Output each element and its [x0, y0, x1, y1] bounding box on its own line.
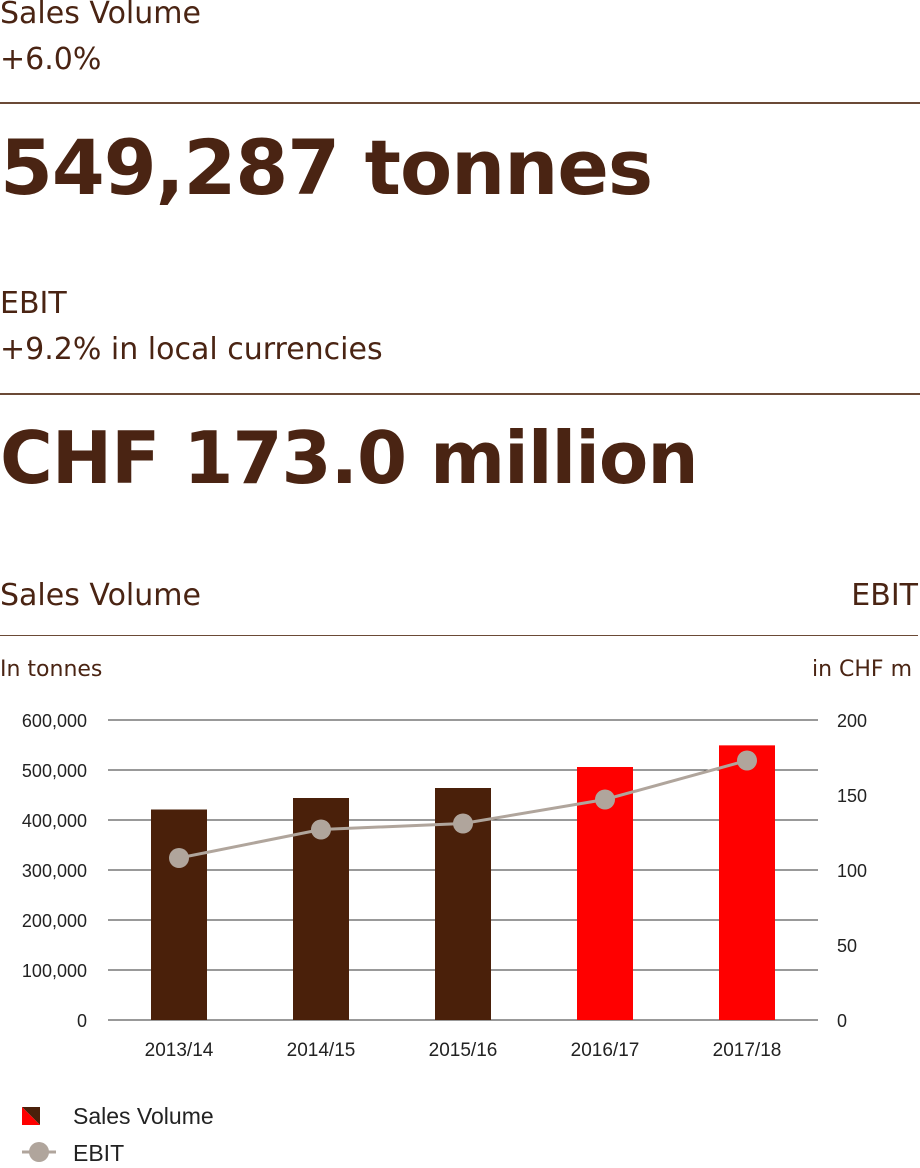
ebit-label: EBIT: [0, 286, 67, 321]
left-tick-label: 100,000: [22, 961, 87, 981]
chart-right-title: EBIT: [851, 578, 918, 613]
right-tick-label: 200: [837, 711, 867, 731]
left-tick-label: 200,000: [22, 911, 87, 931]
legend: Sales Volume EBIT: [22, 1103, 214, 1166]
sales-volume-label: Sales Volume: [0, 0, 201, 31]
legend-label: Sales Volume: [73, 1103, 214, 1129]
sales-volume-bar: [151, 809, 207, 1020]
ebit-change: +9.2% in local currencies: [0, 332, 383, 367]
combo-chart: 600,000 500,000 400,000 300,000 200,000 100,0…: [22, 711, 867, 1166]
right-axis-unit: in CHF m: [811, 657, 912, 682]
ebit-point: [311, 819, 331, 840]
sales-volume-value: 549,287 tonnes: [0, 123, 653, 212]
ebit-point: [453, 813, 473, 834]
left-tick-label: 400,000: [22, 811, 87, 831]
ebit-value: CHF 173.0 million: [0, 416, 699, 500]
right-tick-label: 150: [837, 786, 867, 806]
x-axis-labels: 2013/14 2014/15 2015/16 2016/17 2017/18: [145, 1040, 782, 1061]
sales-volume-bars: [151, 745, 775, 1020]
x-tick-label: 2013/14: [145, 1040, 214, 1061]
ebit-point: [169, 848, 189, 868]
sales-volume-change: +6.0%: [0, 42, 102, 77]
legend-label: EBIT: [73, 1140, 124, 1166]
left-tick-label: 600,000: [22, 711, 87, 731]
right-tick-label: 50: [837, 936, 857, 956]
sales-volume-bar: [719, 745, 775, 1020]
ebit-point: [737, 750, 757, 771]
x-tick-label: 2016/17: [571, 1040, 640, 1061]
divider: [0, 102, 920, 104]
ebit-point: [595, 789, 615, 810]
left-tick-label: 0: [77, 1011, 87, 1031]
legend-bar-swatch-red: [22, 1107, 40, 1125]
chart-left-title: Sales Volume: [0, 578, 201, 613]
left-tick-label: 500,000: [22, 761, 87, 781]
ebit-line: [169, 750, 757, 868]
x-tick-label: 2017/18: [713, 1040, 782, 1061]
legend-point-swatch: [29, 1142, 49, 1162]
x-tick-label: 2014/15: [287, 1040, 356, 1061]
divider: [0, 393, 920, 395]
x-tick-label: 2015/16: [429, 1040, 498, 1061]
right-axis-ticks: 200 150 100 50 0: [837, 711, 867, 1031]
left-axis-unit: In tonnes: [0, 657, 103, 682]
divider: [0, 635, 918, 636]
right-tick-label: 0: [837, 1011, 847, 1031]
left-axis-ticks: 600,000 500,000 400,000 300,000 200,000 100,0…: [22, 711, 87, 1031]
left-tick-label: 300,000: [22, 861, 87, 881]
right-tick-label: 100: [837, 861, 867, 881]
